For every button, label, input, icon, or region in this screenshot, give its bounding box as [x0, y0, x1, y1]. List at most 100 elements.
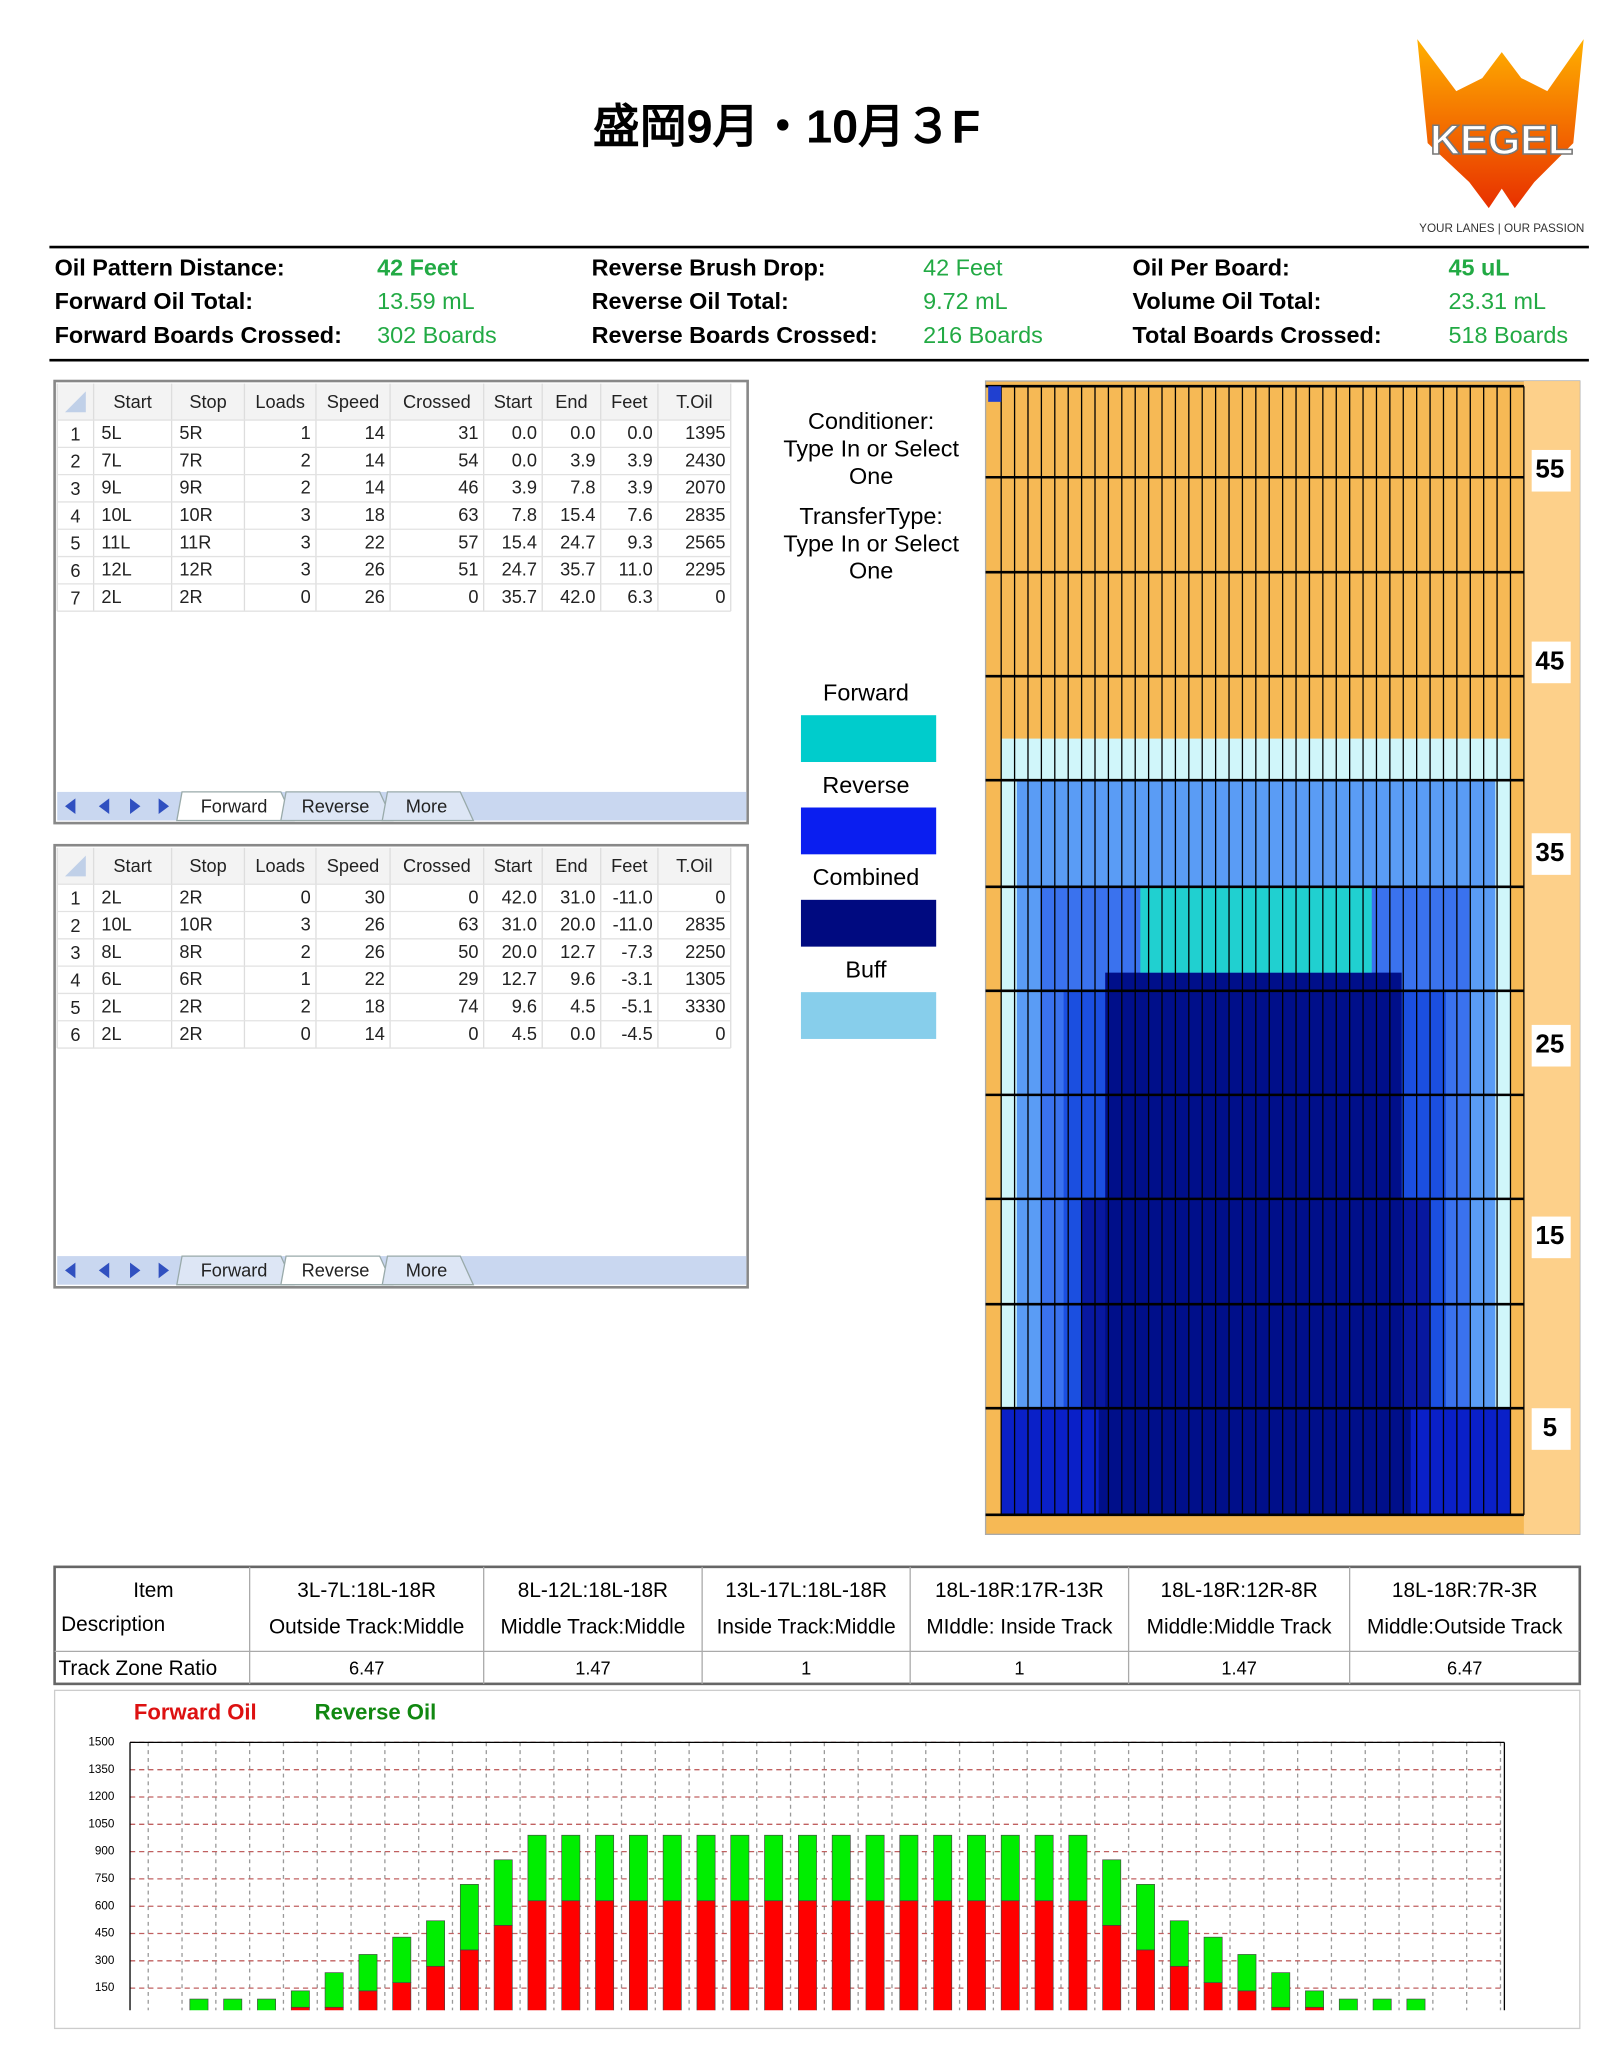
column-header: Stop	[189, 392, 226, 412]
lane-label: 5	[1543, 1412, 1557, 1442]
bar-segment	[595, 1900, 615, 2011]
table-cell: 3	[301, 560, 311, 580]
zone-range: 18L-18R:17R-13R	[935, 1579, 1104, 1602]
table-cell: 0	[715, 587, 725, 607]
bar-segment	[324, 1972, 344, 2008]
table-cell: 2R	[179, 1024, 202, 1044]
summary-label: Total Boards Crossed:	[1133, 322, 1382, 348]
bar-segment	[527, 1900, 547, 2011]
bar-segment	[628, 1900, 648, 2011]
zone-header: Item	[133, 1579, 173, 1602]
lane-label-box	[1531, 641, 1571, 684]
tab[interactable]	[381, 1255, 475, 1286]
table-cell: 0	[301, 887, 311, 907]
nav-next[interactable]	[130, 798, 141, 815]
zone-range: 8L-12L:18L-18R	[518, 1579, 668, 1602]
row-index: 2	[70, 452, 80, 472]
lane-label-strip	[1523, 381, 1580, 1535]
table-cell: 29	[458, 969, 478, 989]
table-cell: 63	[458, 915, 478, 935]
lane-label-box	[1531, 1408, 1571, 1450]
zone-name: Outside Track:Middle	[269, 1615, 464, 1638]
legend-entry: Forward Oil	[134, 1700, 257, 1725]
zone-ratio: 1	[801, 1658, 811, 1678]
table-cell: 2L	[101, 997, 121, 1017]
legend-swatch	[800, 807, 937, 855]
tab-label[interactable]: Forward	[201, 1261, 268, 1281]
bar-segment	[392, 1936, 412, 1983]
summary-value: 518 Boards	[1448, 322, 1568, 348]
legend-swatch	[800, 715, 937, 763]
table-cell: 2070	[685, 478, 725, 498]
bar-segment	[1136, 1884, 1155, 1951]
nav-last[interactable]	[158, 798, 170, 815]
table-cell: 26	[365, 560, 385, 580]
nav-prev[interactable]	[98, 798, 110, 815]
legend-label: Forward	[823, 680, 909, 706]
logo-tagline: YOUR LANES | OUR PASSION	[1419, 222, 1584, 235]
summary-label: Reverse Oil Total:	[592, 288, 789, 314]
y-tick-label: 450	[95, 1927, 115, 1940]
table-cell: 0.0	[570, 1024, 595, 1044]
tab[interactable]	[381, 791, 475, 822]
table-cell: 51	[458, 560, 478, 580]
lane-label-box	[1531, 833, 1571, 875]
table-cell: 2L	[101, 1024, 121, 1044]
bar-segment	[595, 1834, 615, 1902]
setting-block: Conditioner:Type In or Select One	[783, 408, 959, 489]
tab-label[interactable]: Reverse	[302, 796, 370, 816]
bar-segment	[1136, 1949, 1155, 2011]
table-cell: 63	[458, 505, 478, 525]
nav-first[interactable]	[65, 1262, 76, 1279]
bar-segment	[933, 1900, 953, 2011]
table-cell: 10R	[179, 505, 212, 525]
nav-last[interactable]	[158, 1262, 170, 1279]
table-cell: 35.7	[560, 560, 595, 580]
table-cell: 2295	[685, 560, 725, 580]
table-cell: 8R	[179, 942, 202, 962]
legend-label: Reverse	[822, 772, 909, 798]
table-cell: 14	[365, 1024, 385, 1044]
row-index: 5	[70, 998, 80, 1018]
table-cell: 3	[301, 505, 311, 525]
table-cell: 0	[301, 587, 311, 607]
lane-marker	[988, 386, 1002, 402]
table-cell: 18	[365, 505, 385, 525]
table-cell: 4.5	[570, 997, 595, 1017]
table-cell: 2835	[685, 505, 725, 525]
table-cell: 31.0	[560, 887, 595, 907]
bar-segment	[1034, 1900, 1054, 2011]
tab-label[interactable]: More	[406, 796, 447, 816]
table-cell: 42.0	[502, 887, 537, 907]
y-tick-label: 300	[95, 1954, 115, 1967]
bar-segment	[426, 1965, 446, 2011]
y-tick-label: 750	[95, 1872, 115, 1885]
table-cell: 0.0	[512, 423, 537, 443]
table-cell: 2L	[101, 887, 121, 907]
tab-label[interactable]: Forward	[201, 796, 268, 816]
table-cell: 10L	[101, 505, 131, 525]
setting-block: TransferType:Type In or Select One	[783, 503, 959, 584]
bar-segment	[662, 1900, 682, 2011]
table-cell: -3.1	[621, 969, 652, 989]
table-cell: 11L	[101, 532, 130, 552]
bar-segment	[831, 1900, 851, 2011]
tab-label[interactable]: More	[406, 1261, 447, 1281]
table-cell: 1305	[685, 969, 725, 989]
lane-label: 15	[1535, 1220, 1564, 1250]
bar-segment	[1203, 1936, 1223, 1983]
logo-text: KEGEL	[1430, 116, 1573, 163]
summary-label: Forward Boards Crossed:	[55, 322, 342, 348]
nav-next[interactable]	[130, 1262, 141, 1279]
table-cell: 0	[715, 1024, 725, 1044]
nav-prev[interactable]	[98, 1262, 110, 1279]
y-tick-label: 1200	[88, 1790, 115, 1803]
table-cell: 9.3	[627, 532, 652, 552]
bar-segment	[561, 1900, 581, 2011]
zone-ratio: 1.47	[1221, 1658, 1256, 1678]
tab-label[interactable]: Reverse	[302, 1261, 370, 1281]
row-index: 6	[70, 561, 80, 581]
nav-first[interactable]	[65, 798, 76, 815]
chart-frame	[53, 1689, 1581, 2030]
table-cell: 10L	[101, 915, 131, 935]
